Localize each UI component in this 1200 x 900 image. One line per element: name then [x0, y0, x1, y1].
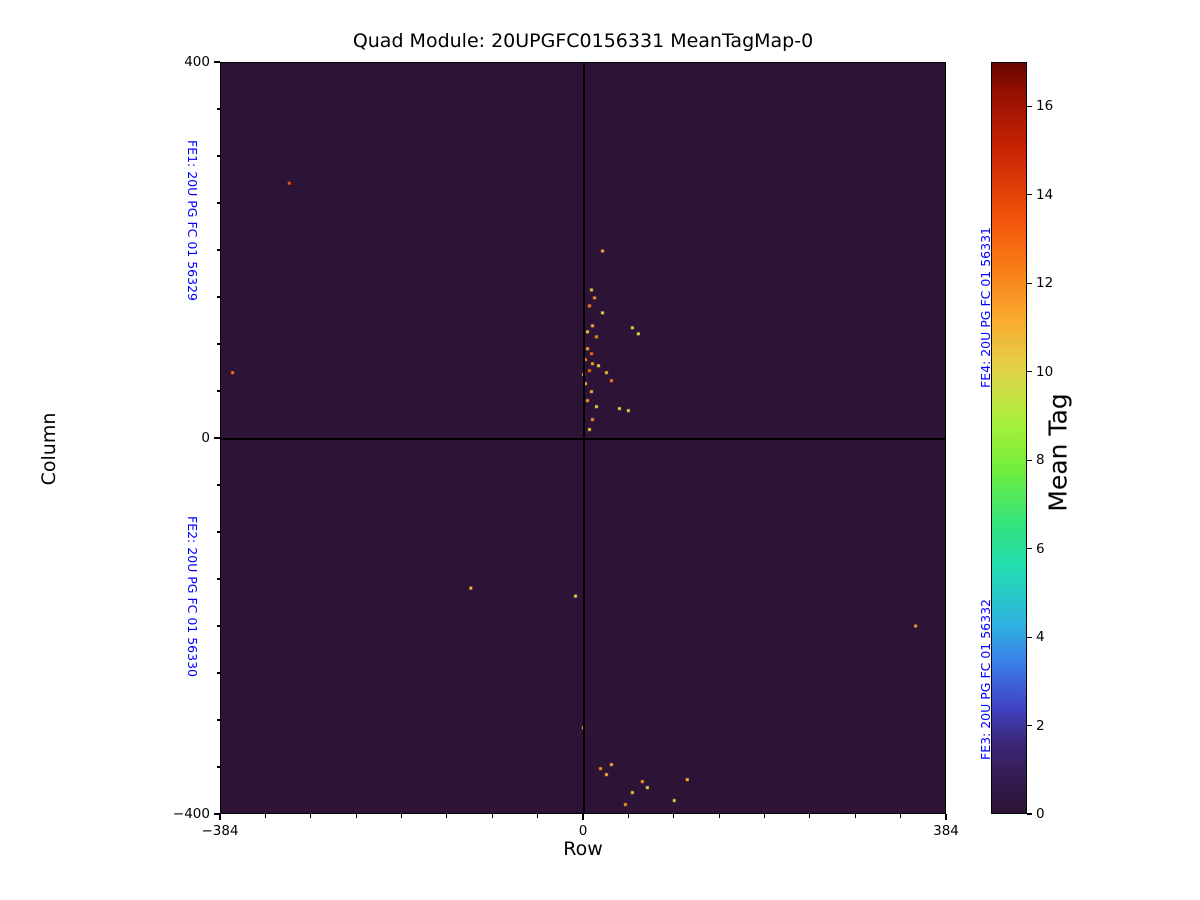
x-tick-label: −384 [201, 823, 239, 839]
colorbar-tick [1027, 636, 1032, 638]
y-tick-label: 400 [184, 54, 210, 70]
x-tick-label: 0 [578, 823, 588, 839]
y-tick-minor [216, 719, 220, 721]
colorbar-tick [1027, 105, 1032, 107]
y-tick-minor [216, 249, 220, 251]
colorbar-tick-label: 12 [1036, 275, 1054, 292]
colorbar-tick [1027, 194, 1032, 196]
x-tick-minor [491, 814, 493, 818]
colorbar-tick [1027, 459, 1032, 461]
x-tick-minor [809, 814, 811, 818]
colorbar-tick [1027, 548, 1032, 550]
quadrant-divider-vertical [583, 63, 585, 813]
y-tick-minor [216, 484, 220, 486]
x-tick-major [582, 814, 584, 820]
x-tick-major [219, 814, 221, 820]
colorbar-tick-label: 0 [1036, 806, 1045, 822]
y-tick-minor [216, 108, 220, 110]
y-tick-label: −400 [172, 806, 210, 822]
x-tick-minor [400, 814, 403, 818]
x-axis-label: Row [563, 838, 603, 860]
x-tick-minor [264, 814, 266, 818]
y-tick-minor [216, 296, 220, 298]
y-tick-minor [216, 202, 220, 204]
x-tick-minor [900, 814, 902, 818]
colorbar-label: Mean Tag [1043, 393, 1073, 512]
colorbar-tick-label: 14 [1036, 186, 1054, 203]
y-tick-minor [216, 155, 220, 157]
y-tick-label: 0 [201, 430, 210, 446]
colorbar-tick-label: 2 [1036, 717, 1045, 734]
fe-label-fe2: FE2: 20U PG FC 01 56330 [185, 516, 200, 677]
heatmap-plot-area[interactable] [220, 62, 946, 814]
x-tick-minor [446, 814, 448, 818]
x-tick-minor [763, 814, 766, 818]
y-tick-major [214, 61, 220, 63]
colorbar-tick [1027, 371, 1032, 373]
colorbar-tick-label: 4 [1036, 629, 1045, 646]
quadrant-divider-horizontal [221, 438, 945, 440]
colorbar-tick [1027, 813, 1032, 815]
colorbar-tick-label: 6 [1036, 540, 1045, 557]
colorbar[interactable] [991, 62, 1027, 814]
x-tick-minor [355, 814, 357, 818]
y-tick-major [214, 437, 220, 439]
x-tick-minor [627, 814, 629, 818]
y-tick-minor [216, 672, 220, 674]
colorbar-tick [1027, 282, 1032, 284]
y-tick-minor [216, 625, 220, 627]
colorbar-tick-label: 8 [1036, 452, 1045, 469]
colorbar-tick [1027, 724, 1032, 727]
x-tick-major [945, 814, 947, 820]
x-tick-minor [537, 814, 539, 818]
colorbar-tick-label: 10 [1036, 363, 1054, 380]
y-tick-minor [216, 766, 220, 768]
y-tick-minor [216, 578, 220, 580]
y-tick-major [214, 813, 220, 815]
page-title: Quad Module: 20UPGFC0156331 MeanTagMap-0 [352, 30, 814, 52]
x-tick-minor [718, 814, 720, 818]
y-tick-minor [216, 343, 220, 345]
y-tick-minor [216, 390, 220, 392]
colorbar-gradient [991, 62, 1027, 814]
x-tick-minor [854, 814, 856, 818]
colorbar-tick-label: 16 [1036, 98, 1054, 115]
heatmap-data-canvas [221, 63, 945, 813]
y-tick-minor [216, 531, 220, 533]
x-tick-minor [310, 814, 312, 818]
x-tick-minor [673, 814, 675, 818]
y-axis-label: Column [38, 412, 60, 486]
fe-label-fe1: FE1: 20U PG FC 01 56329 [185, 140, 200, 301]
x-tick-label: 384 [933, 823, 959, 839]
